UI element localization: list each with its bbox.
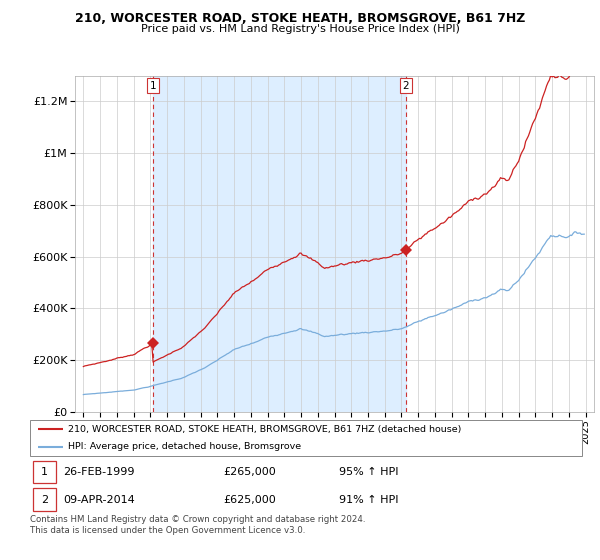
Text: 210, WORCESTER ROAD, STOKE HEATH, BROMSGROVE, B61 7HZ: 210, WORCESTER ROAD, STOKE HEATH, BROMSG…: [75, 12, 525, 25]
Text: 1: 1: [149, 81, 156, 91]
Text: 1: 1: [41, 467, 48, 477]
Text: HPI: Average price, detached house, Bromsgrove: HPI: Average price, detached house, Brom…: [68, 442, 301, 451]
Bar: [153, 76, 406, 412]
Text: 2: 2: [403, 81, 409, 91]
Bar: [33, 461, 56, 483]
Text: 91% ↑ HPI: 91% ↑ HPI: [339, 494, 398, 505]
Text: 2: 2: [41, 494, 48, 505]
Text: Contains HM Land Registry data © Crown copyright and database right 2024.
This d: Contains HM Land Registry data © Crown c…: [30, 515, 365, 535]
Bar: [33, 488, 56, 511]
Text: 09-APR-2014: 09-APR-2014: [63, 494, 135, 505]
Text: Price paid vs. HM Land Registry's House Price Index (HPI): Price paid vs. HM Land Registry's House …: [140, 24, 460, 34]
Text: £265,000: £265,000: [223, 467, 276, 477]
Text: 210, WORCESTER ROAD, STOKE HEATH, BROMSGROVE, B61 7HZ (detached house): 210, WORCESTER ROAD, STOKE HEATH, BROMSG…: [68, 425, 461, 434]
Text: £625,000: £625,000: [223, 494, 276, 505]
Text: 95% ↑ HPI: 95% ↑ HPI: [339, 467, 398, 477]
Text: 26-FEB-1999: 26-FEB-1999: [63, 467, 134, 477]
